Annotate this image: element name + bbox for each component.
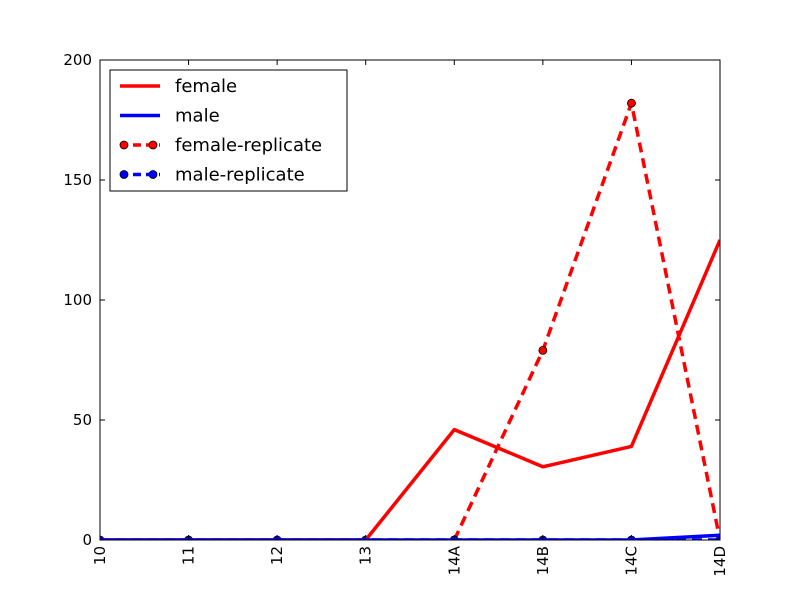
series-line-female-replicate (452, 101, 720, 540)
x-tick-label-14d: 14D (711, 546, 729, 577)
legend-item-female: female (120, 76, 237, 97)
legend-marker-female-replicate-0 (119, 140, 129, 150)
series-line-female (100, 239, 720, 540)
legend-label-male-replicate: male-replicate (175, 165, 305, 186)
data-point-female-replicate-14b (538, 345, 548, 355)
legend: female male female-replicate male-replicate (109, 69, 348, 192)
series-line-male (100, 533, 720, 540)
legend-label-male: male (175, 106, 220, 127)
y-tick-label-50: 50 (73, 411, 92, 429)
x-tick-label-12: 12 (268, 546, 286, 565)
legend-marker-male-replicate-1 (148, 170, 158, 179)
ticks-layer: 0 50 100 150 200 10 11 12 13 14A 14B 14C 14D (63, 51, 729, 577)
x-tick-label-13: 13 (357, 546, 375, 565)
series-male (100, 533, 720, 540)
legend-marker-female-replicate-1 (148, 140, 158, 150)
x-tick-label-11: 11 (180, 546, 198, 565)
series-female (100, 239, 720, 540)
y-tick-label-150: 150 (63, 171, 92, 189)
x-tick-label-14a: 14A (445, 545, 463, 575)
y-tick-label-0: 0 (82, 531, 92, 549)
y-tick-label-200: 200 (63, 51, 92, 69)
y-tick-label-100: 100 (63, 291, 92, 309)
data-point-female-replicate-14c (627, 98, 636, 108)
x-tick-label-14b: 14B (534, 546, 552, 575)
x-tick-label-10: 10 (91, 546, 109, 565)
legend-item-female-replicate: female-replicate (119, 135, 322, 156)
legend-item-male-replicate: male-replicate (119, 165, 305, 186)
legend-label-female: female (175, 76, 237, 97)
legend-box (109, 69, 348, 192)
x-tick-label-14c: 14C (622, 546, 640, 576)
series-female-replicate (449, 98, 720, 540)
legend-marker-male-replicate-0 (119, 170, 129, 179)
legend-label-female-replicate: female-replicate (175, 135, 322, 156)
legend-item-male: male (120, 106, 220, 127)
